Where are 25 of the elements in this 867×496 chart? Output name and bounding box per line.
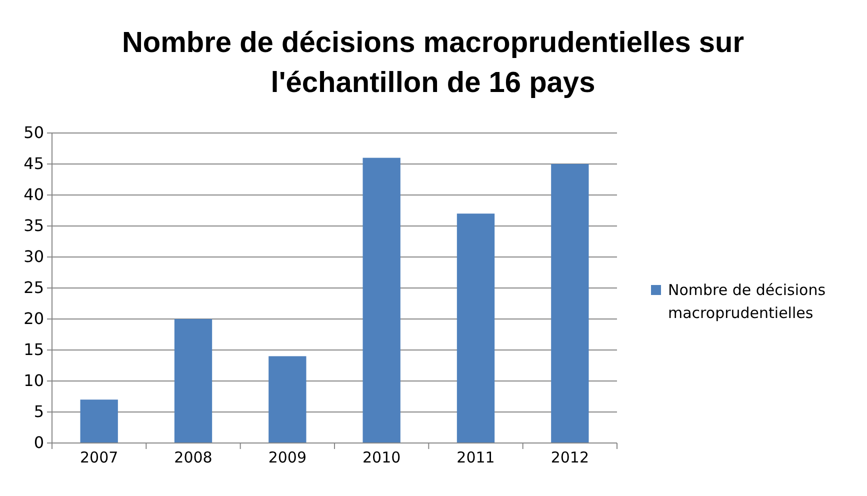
legend-label: Nombre de décisions macroprudentielles: [668, 281, 826, 322]
y-tick-label: 0: [34, 433, 44, 452]
bar: [268, 356, 306, 443]
x-tick-label: 2007: [80, 448, 118, 466]
y-tick-label: 20: [24, 309, 44, 328]
y-tick-label: 40: [24, 185, 44, 204]
y-tick-label: 35: [24, 216, 44, 236]
bar: [80, 400, 118, 443]
x-tick-label: 2012: [550, 448, 590, 466]
x-tick-label: 2010: [362, 448, 401, 466]
x-tick-label: 2008: [174, 448, 212, 466]
bar: [362, 158, 400, 443]
y-tick-label: 50: [24, 123, 44, 142]
y-tick-label: 30: [24, 247, 44, 266]
chart-title: Nombre de décisions macroprudentielles sur l'échantillon de 16 pays: [122, 27, 744, 99]
y-tick-label: 45: [24, 154, 44, 174]
bar: [456, 214, 495, 443]
y-tick-label: 10: [24, 371, 44, 390]
y-tick-label: 5: [34, 402, 44, 422]
x-tick-label: 2011: [456, 448, 495, 466]
x-tick-label: 2009: [268, 448, 307, 466]
y-tick-label: 25: [24, 278, 44, 298]
bar: [174, 319, 212, 443]
bar: [551, 164, 589, 443]
y-tick-label: 15: [24, 340, 44, 360]
